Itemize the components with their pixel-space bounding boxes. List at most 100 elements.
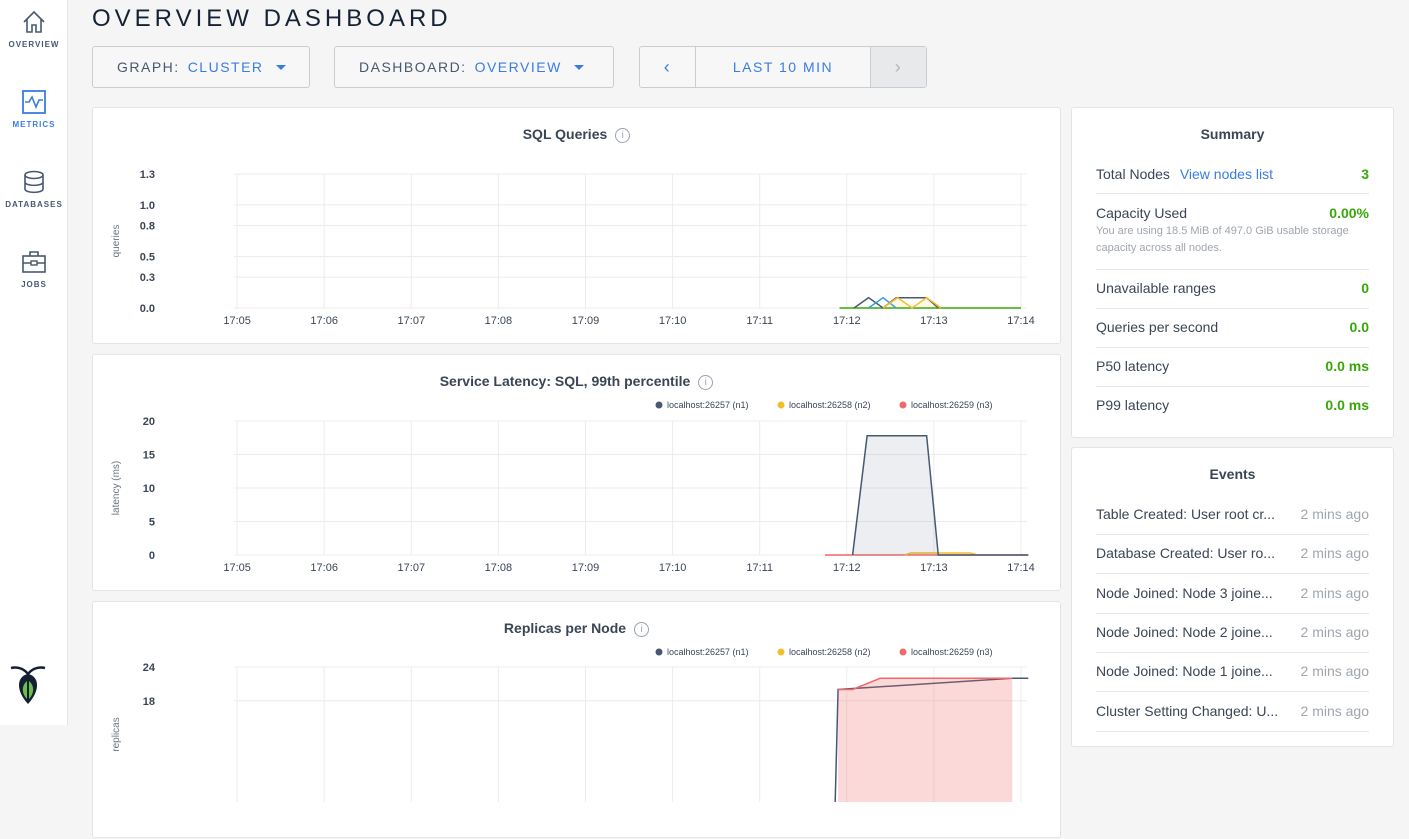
graph-value: CLUSTER xyxy=(187,59,264,75)
y-tick-label: 0.8 xyxy=(140,221,155,233)
event-time: 2 mins ago xyxy=(1300,506,1369,522)
x-tick-label: 17:09 xyxy=(572,315,600,327)
x-tick-label: 17:11 xyxy=(746,315,773,327)
sidebar-item-jobs[interactable]: JOBS xyxy=(0,250,68,289)
y-tick-label: 15 xyxy=(143,450,155,462)
legend-label: localhost:26257 (n1) xyxy=(667,647,749,657)
legend-swatch xyxy=(899,648,907,656)
time-range-selector: ‹ LAST 10 MIN › xyxy=(639,46,927,88)
briefcase-icon xyxy=(22,251,46,273)
row-value: 3 xyxy=(1361,166,1369,182)
dashboard-label: DASHBOARD: xyxy=(359,59,467,75)
page-title: OVERVIEW DASHBOARD xyxy=(92,5,452,32)
time-range-label[interactable]: LAST 10 MIN xyxy=(732,59,834,75)
chart-title: Replicas per Node xyxy=(503,620,627,636)
home-icon xyxy=(23,10,45,33)
cockroach-logo xyxy=(10,666,46,704)
summary-row-unavailable: Unavailable ranges 0 xyxy=(1096,280,1369,309)
legend-swatch xyxy=(777,401,785,409)
events-title: Events xyxy=(1209,466,1256,482)
event-label: Node Joined: Node 3 joine... xyxy=(1096,584,1273,601)
event-time: 2 mins ago xyxy=(1300,702,1369,719)
y-axis-label: queries xyxy=(111,225,122,258)
series-line xyxy=(851,434,1029,556)
sidebar-item-label: DATABASES xyxy=(5,200,63,209)
row-label: Unavailable ranges xyxy=(1096,280,1216,296)
event-label: Cluster Setting Changed: U... xyxy=(1096,702,1279,719)
info-icon[interactable]: i xyxy=(698,375,714,390)
summary-row-capacity: Capacity Used 0.00% You are using 18.5 MiB… xyxy=(1096,205,1369,270)
series-line xyxy=(838,677,1013,691)
sidebar-item-metrics[interactable]: METRICS xyxy=(0,90,68,129)
row-label: P50 latency xyxy=(1096,358,1170,374)
y-axis-label: latency (ms) xyxy=(111,461,122,515)
next-time-button[interactable]: › xyxy=(870,47,926,87)
sidebar-item-databases[interactable]: DATABASES xyxy=(0,170,68,209)
events-panel: Events Table Created: User root cr... 2 m… xyxy=(1071,447,1394,747)
y-tick-label: 0.3 xyxy=(140,272,155,284)
event-item[interactable]: Node Joined: Node 1 joine... 2 mins ago xyxy=(1096,663,1369,693)
series-area xyxy=(883,297,942,308)
event-label: Node Joined: Node 2 joine... xyxy=(1096,623,1273,640)
dashboard-value: OVERVIEW xyxy=(474,59,562,75)
y-tick-label: 0 xyxy=(149,550,155,562)
chart-replicas: replicas 18 24 localhost:26257 (n1) localhos… xyxy=(111,647,1029,803)
y-tick-label: 0.5 xyxy=(140,251,155,263)
summary-row-p50: P50 latency 0.0 ms xyxy=(1096,358,1369,387)
summary-title: Summary xyxy=(1200,126,1265,142)
event-item[interactable]: Table Created: User root cr... 2 mins ago xyxy=(1096,506,1369,535)
summary-row-p99: P99 latency 0.0 ms xyxy=(1096,397,1369,426)
x-tick-label: 17:13 xyxy=(920,315,948,327)
x-tick-label: 17:12 xyxy=(833,315,861,327)
x-tick-label: 17:08 xyxy=(485,315,513,327)
event-item[interactable]: Cluster Setting Changed: U... 2 mins ago xyxy=(1096,703,1369,732)
x-tick-label: 17:05 xyxy=(223,562,251,574)
legend-label: localhost:26258 (n2) xyxy=(789,647,871,657)
summary-panel: Summary Total Nodes View nodes list 3 Cap… xyxy=(1071,107,1394,438)
sidebar: OVERVIEW METRICS DATABASES JOBS xyxy=(0,0,68,725)
row-label: Total Nodes xyxy=(1096,166,1170,182)
chart-title: Service Latency: SQL, 99th percentile xyxy=(439,373,691,389)
x-tick-label: 17:13 xyxy=(920,562,948,574)
row-value: 0.0 ms xyxy=(1325,358,1369,374)
x-tick-label: 17:14 xyxy=(1007,562,1035,574)
y-tick-label: 1.3 xyxy=(140,169,155,181)
chart-card-sql-queries: SQL Queries i queries 0.0 0.3 0.5 0.8 1.0 1.3 17… xyxy=(92,107,1061,344)
event-label: Node Joined: Node 1 joine... xyxy=(1096,663,1273,680)
sidebar-item-overview[interactable]: OVERVIEW xyxy=(0,10,68,49)
event-item[interactable]: Node Joined: Node 3 joine... 2 mins ago xyxy=(1096,585,1369,614)
sidebar-item-label: JOBS xyxy=(21,280,47,289)
chart-sql-queries: queries 0.0 0.3 0.5 0.8 1.0 1.3 17:05 17:06 17:07… xyxy=(111,169,1035,327)
x-tick-label: 17:06 xyxy=(310,562,338,574)
dashboard-dropdown[interactable]: DASHBOARD: OVERVIEW xyxy=(334,46,614,88)
info-icon[interactable]: i xyxy=(615,128,631,143)
sidebar-item-label: OVERVIEW xyxy=(8,40,60,49)
event-item[interactable]: Database Created: User ro... 2 mins ago xyxy=(1096,545,1369,575)
summary-row-qps: Queries per second 0.0 xyxy=(1096,319,1369,348)
x-tick-label: 17:10 xyxy=(659,562,687,574)
x-tick-label: 17:10 xyxy=(659,315,687,327)
view-nodes-link[interactable]: View nodes list xyxy=(1179,166,1273,182)
legend-swatch xyxy=(655,401,663,409)
row-value: 0.0 ms xyxy=(1325,397,1369,413)
chart-card-replicas: Replicas per Node i replicas 18 24 localhost… xyxy=(92,601,1061,838)
y-tick-label: 18 xyxy=(143,696,155,708)
series-line xyxy=(904,552,978,556)
database-icon xyxy=(24,170,44,194)
sidebar-item-label: METRICS xyxy=(12,120,56,129)
event-time: 2 mins ago xyxy=(1300,623,1369,640)
chart-title: SQL Queries xyxy=(522,126,608,142)
chevron-down-icon xyxy=(573,64,584,70)
event-time: 2 mins ago xyxy=(1300,584,1369,601)
prev-time-button[interactable]: ‹ xyxy=(640,47,696,87)
x-tick-label: 17:14 xyxy=(1007,315,1035,327)
event-item[interactable]: Node Joined: Node 2 joine... 2 mins ago xyxy=(1096,624,1369,653)
x-tick-label: 17:09 xyxy=(572,562,600,574)
info-icon[interactable]: i xyxy=(634,622,650,637)
row-label: Queries per second xyxy=(1096,319,1219,335)
series-area xyxy=(852,435,1029,555)
row-value: 0.00% xyxy=(1329,205,1369,221)
y-tick-label: 10 xyxy=(143,483,155,495)
graph-dropdown[interactable]: GRAPH: CLUSTER xyxy=(92,46,310,88)
legend-label: localhost:26258 (n2) xyxy=(789,400,871,410)
